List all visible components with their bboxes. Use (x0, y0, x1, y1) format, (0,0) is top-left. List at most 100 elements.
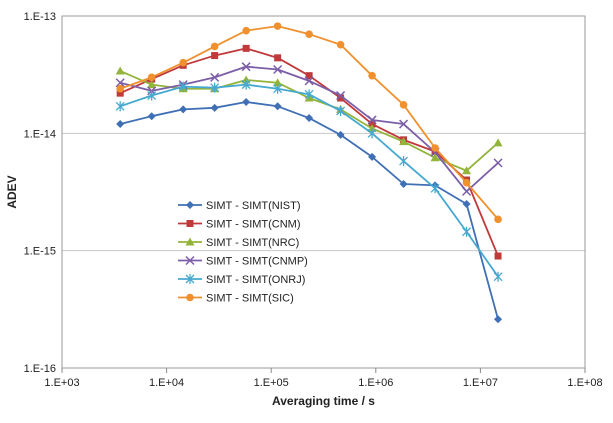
data-point (179, 105, 188, 114)
legend-marker (186, 293, 194, 302)
data-point (116, 89, 124, 97)
legend: SIMT - SIMT(NIST) SIMT - SIMT(CNM) SIMT - … (178, 200, 308, 305)
data-point (337, 94, 345, 102)
data-point (147, 112, 156, 121)
data-point (494, 215, 502, 224)
data-point (336, 40, 345, 49)
data-point (273, 102, 282, 111)
series-4 (115, 79, 503, 282)
data-point (147, 73, 156, 82)
data-point (304, 76, 314, 86)
data-point (336, 130, 345, 139)
legend-marker (185, 255, 195, 266)
data-point (368, 152, 377, 161)
legend-label: SIMT - SIMT(NIST) (206, 200, 301, 212)
legend-marker (185, 274, 195, 284)
x-tick-label: 1.E+08 (567, 377, 602, 389)
data-point (147, 90, 157, 101)
data-point (462, 199, 471, 208)
y-tick-label: 1.E-13 (24, 11, 56, 23)
legend-entry: SIMT - SIMT(NIST) (178, 200, 301, 212)
data-point (210, 103, 219, 112)
data-point (241, 62, 251, 72)
data-point (430, 153, 440, 162)
data-point (462, 226, 472, 237)
data-point (179, 58, 187, 67)
data-point (178, 81, 188, 92)
data-point (242, 97, 251, 106)
data-point (115, 101, 125, 112)
x-tick-label: 1.E+07 (463, 377, 498, 389)
x-tick-label: 1.E+06 (358, 377, 393, 389)
data-point (462, 186, 472, 196)
data-point (367, 123, 377, 132)
legend-label: SIMT - SIMT(SIC) (206, 293, 294, 305)
data-point (305, 30, 313, 38)
legend-entry: SIMT - SIMT(SIC) (178, 293, 294, 305)
series-layer (115, 22, 503, 324)
data-point (399, 137, 409, 146)
data-point (462, 166, 472, 175)
data-point (399, 119, 409, 129)
data-point (273, 83, 283, 94)
x-axis-title: Averaging time / s (272, 394, 375, 408)
data-point (273, 22, 282, 30)
data-point (305, 114, 314, 123)
legend-marker (185, 237, 195, 246)
data-point (493, 138, 503, 147)
data-point (210, 82, 220, 93)
y-axis-title: ADEV (5, 175, 19, 208)
legend-entry: SIMT - SIMT(NRC) (178, 237, 299, 249)
data-point (494, 252, 502, 260)
legend-entry: SIMT - SIMT(ONRJ) (178, 274, 305, 286)
legend-entry: SIMT - SIMT(CNMP) (178, 256, 308, 268)
data-point (431, 144, 439, 152)
x-axis-ticks: 1.E+03 1.E+04 1.E+05 1.E+06 1.E+07 1.E+08 (44, 368, 603, 389)
data-point (241, 75, 251, 84)
data-point (116, 84, 124, 93)
y-tick-label: 1.E-15 (24, 246, 56, 258)
data-point (147, 80, 157, 89)
data-point (493, 271, 503, 282)
series-5 (116, 22, 502, 224)
data-point (494, 315, 503, 324)
data-point (115, 66, 125, 75)
legend-label: SIMT - SIMT(ONRJ) (206, 274, 305, 286)
legend-entry: SIMT - SIMT(CNM) (178, 219, 301, 231)
data-point (462, 178, 471, 187)
data-point (367, 115, 377, 125)
data-point (336, 90, 346, 101)
x-tick-label: 1.E+04 (149, 377, 184, 389)
y-tick-label: 1.E-16 (24, 363, 56, 375)
data-point (399, 101, 408, 109)
data-point (116, 120, 125, 129)
legend-label: SIMT - SIMT(NRC) (206, 237, 299, 249)
data-point (399, 179, 408, 188)
data-point (210, 72, 220, 82)
y-axis-ticks: 1.E-16 1.E-15 1.E-14 1.E-13 (24, 11, 56, 375)
legend-marker (186, 220, 194, 227)
data-point (493, 158, 503, 168)
data-point (273, 64, 283, 75)
data-point (273, 78, 283, 87)
data-point (211, 52, 219, 60)
data-point (210, 42, 219, 51)
x-tick-label: 1.E+03 (44, 377, 79, 389)
data-point (304, 89, 314, 100)
data-point (274, 54, 282, 62)
data-point (305, 72, 313, 80)
data-point (367, 128, 377, 139)
data-point (368, 71, 376, 80)
legend-label: SIMT - SIMT(CNMP) (206, 256, 308, 268)
data-point (399, 156, 409, 167)
data-point (430, 183, 440, 194)
plot-area-frame (61, 15, 586, 369)
y-tick-label: 1.E-14 (24, 128, 56, 140)
legend-marker (186, 201, 194, 209)
data-point (241, 79, 251, 90)
data-point (242, 26, 250, 35)
data-point (336, 106, 346, 117)
legend-label: SIMT - SIMT(CNM) (206, 219, 301, 231)
